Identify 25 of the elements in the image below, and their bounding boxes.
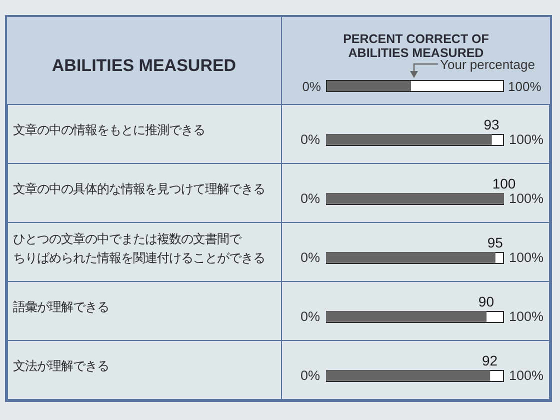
- data-label: 100: [492, 175, 516, 192]
- text: 0%: [300, 132, 320, 148]
- text: 100%: [509, 132, 544, 148]
- text: 0%: [302, 79, 321, 94]
- y-tick-label: 文章の中の情報をもとに推測できる: [13, 122, 205, 139]
- data-label: 90: [478, 293, 494, 310]
- text: 100%: [509, 309, 544, 324]
- y-tick-label: 語彙が理解できる: [13, 299, 109, 316]
- y-tick-label: 文法が理解できる: [13, 358, 109, 375]
- y-tick-label: ひとつの文章の中でまたは複数の文書間でちりばめられた情報を関連付けることができる: [13, 230, 266, 266]
- text: 0%: [300, 191, 320, 206]
- data-label: 92: [482, 352, 498, 368]
- text: 100%: [509, 191, 544, 206]
- y-axis-title: ABILITIES MEASURED: [52, 56, 236, 76]
- data-label: 95: [487, 234, 504, 250]
- data-label: 93: [484, 116, 500, 132]
- text: 0%: [300, 368, 320, 384]
- text: 0%: [300, 309, 320, 324]
- y-tick-label: 文章の中の具体的な情報を見つけて理解できる: [13, 181, 265, 198]
- x-axis-title: PERCENT CORRECT OF ABILITIES MEASURED: [342, 32, 490, 60]
- text: 100%: [509, 368, 544, 384]
- text: 100%: [509, 250, 544, 266]
- text: 0%: [300, 250, 320, 266]
- legend-label: Your percentage: [440, 57, 535, 72]
- text: 100%: [508, 79, 542, 94]
